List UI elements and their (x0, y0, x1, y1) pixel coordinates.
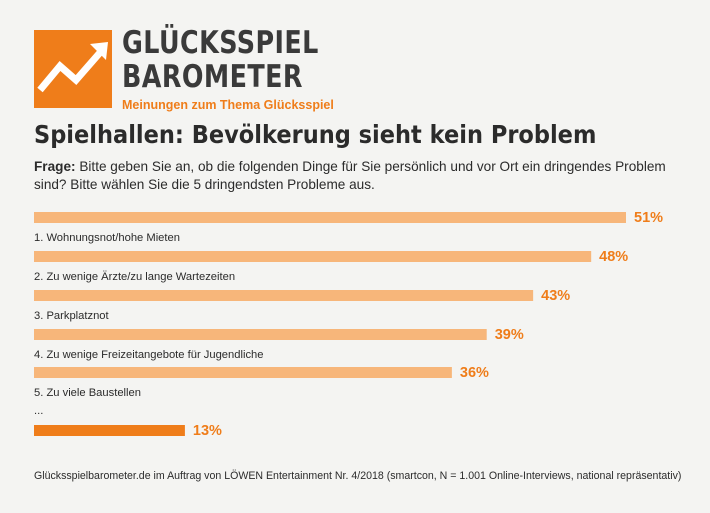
bar (34, 251, 592, 262)
bar-category-label: 1. Wohnungsnot/hohe Mieten (34, 232, 180, 244)
bar-category-label: 3. Parkplatznot (34, 310, 110, 322)
survey-question: Frage: Bitte geben Sie an, ob die folgen… (34, 158, 674, 194)
question-label: Frage: (34, 159, 76, 174)
bar-category-label: 5. Zu viele Baustellen (34, 387, 141, 399)
logo-title-line2: BAROMETER (122, 59, 303, 95)
bar-value-label: 39% (495, 327, 524, 343)
bar-value-label: 36% (460, 365, 489, 381)
logo-chart-icon (34, 30, 112, 108)
bar-value-label: 43% (541, 288, 570, 304)
bar (34, 212, 626, 223)
bar-value-label: 13% (193, 423, 222, 439)
page-title: Spielhallen: Bevölkerung sieht kein Prob… (34, 120, 597, 149)
bar (34, 425, 185, 436)
bar (34, 290, 534, 301)
bar-chart: 51% 1. Wohnungsnot/hohe Mieten 48% 2. Zu we… (34, 210, 663, 439)
logo-title-line1: GLÜCKSSPIEL (122, 25, 319, 61)
bar (34, 329, 487, 340)
bar-value-label: 51% (634, 210, 663, 226)
source-footnote: Glücksspielbarometer.de im Auftrag von L… (34, 470, 682, 482)
bar-category-label: 2. Zu wenige Ärzte/zu lange Wartezeiten (34, 271, 235, 283)
ellipsis-label: ... (34, 405, 43, 417)
bar-value-label: 48% (599, 249, 628, 265)
question-text: Bitte geben Sie an, ob die folgenden Din… (34, 159, 666, 192)
bar (34, 367, 452, 378)
bar-category-label: 4. Zu wenige Freizeitangebote für Jugend… (34, 349, 264, 361)
logo-tagline: Meinungen zum Thema Glücksspiel (122, 98, 334, 112)
